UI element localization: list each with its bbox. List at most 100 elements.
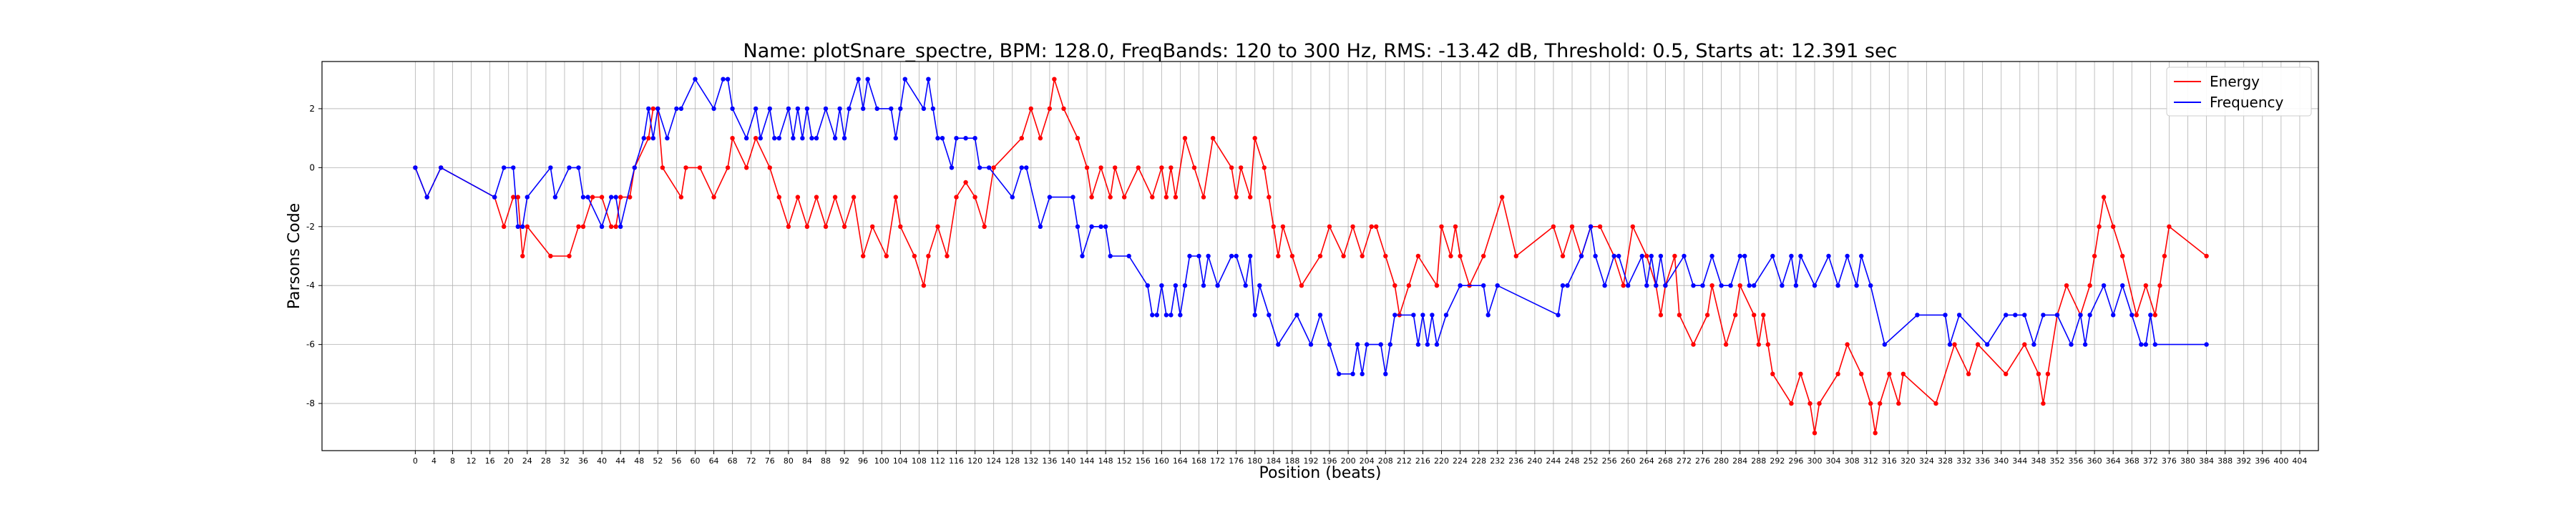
x-tick-label: 404	[2292, 456, 2307, 466]
data-point	[1327, 224, 1332, 229]
data-point	[1271, 224, 1277, 229]
data-point	[1621, 283, 1626, 288]
x-tick-label: 56	[671, 456, 681, 466]
data-point	[1975, 342, 1981, 347]
data-point	[1075, 136, 1080, 141]
data-point	[697, 165, 703, 170]
data-point	[1709, 253, 1714, 259]
data-point	[2111, 224, 2116, 229]
x-tick-label: 396	[2255, 456, 2270, 466]
data-point	[660, 165, 665, 170]
x-tick-label: 228	[1471, 456, 1486, 466]
data-point	[1780, 283, 1785, 288]
data-point	[1047, 195, 1053, 200]
data-point	[1873, 431, 1878, 436]
data-point	[1196, 253, 1201, 259]
x-tick-label: 16	[485, 456, 495, 466]
data-point	[1672, 253, 1677, 259]
x-tick-label: 276	[1695, 456, 1710, 466]
data-point	[613, 195, 618, 200]
series-layer	[413, 77, 2209, 436]
x-tick-label: 220	[1434, 456, 1449, 466]
data-point	[1355, 342, 1360, 347]
x-tick-label: 336	[1975, 456, 1990, 466]
data-point	[1215, 283, 1220, 288]
data-point	[870, 224, 875, 229]
data-point	[1765, 342, 1770, 347]
data-point	[987, 165, 992, 170]
data-point	[1145, 283, 1151, 288]
data-point	[567, 165, 572, 170]
y-tick-label: -6	[306, 340, 315, 350]
data-point	[2082, 342, 2088, 347]
x-tick-label: 316	[1882, 456, 1897, 466]
x-tick-label: 76	[765, 456, 775, 466]
data-point	[744, 136, 749, 141]
x-tick-label: 248	[1565, 456, 1580, 466]
x-tick-label: 224	[1453, 456, 1468, 466]
data-point	[1434, 283, 1440, 288]
data-point	[730, 106, 735, 112]
data-point	[935, 224, 940, 229]
data-point	[2069, 342, 2074, 347]
data-point	[1070, 195, 1075, 200]
data-point	[1826, 253, 1831, 259]
data-point	[1915, 313, 1920, 318]
data-point	[1565, 283, 1570, 288]
data-point	[851, 195, 857, 200]
data-point	[1458, 283, 1463, 288]
data-point	[1569, 224, 1575, 229]
data-point	[1560, 283, 1566, 288]
data-point	[1061, 106, 1066, 112]
x-tick-label: 8	[450, 456, 455, 466]
data-point	[580, 195, 586, 200]
data-point	[972, 195, 977, 200]
data-point	[804, 224, 810, 229]
data-point	[1835, 283, 1840, 288]
x-tick-label: 392	[2236, 456, 2251, 466]
x-tick-label: 64	[709, 456, 719, 466]
legend: Energy Frequency	[2166, 67, 2312, 117]
data-point	[1262, 165, 1267, 170]
data-point	[525, 224, 530, 229]
y-tick-label: -2	[306, 222, 315, 232]
x-tick-label: 160	[1154, 456, 1169, 466]
x-tick-label: 284	[1732, 456, 1747, 466]
legend-label: Frequency	[2210, 94, 2283, 111]
data-point	[963, 180, 968, 185]
data-point	[841, 224, 847, 229]
data-point	[1276, 342, 1281, 347]
data-point	[1187, 253, 1192, 259]
data-point	[2111, 313, 2116, 318]
chart-title: Name: plotSnare_spectre, BPM: 128.0, Fre…	[743, 40, 1898, 62]
data-point	[1882, 342, 1887, 347]
data-point	[2004, 371, 2009, 376]
x-tick-label: 0	[413, 456, 418, 466]
data-point	[674, 106, 679, 112]
data-point	[1709, 283, 1714, 288]
data-point	[1560, 253, 1566, 259]
data-point	[1089, 195, 1094, 200]
data-point	[502, 165, 507, 170]
axis-ticks: 0 4 8 12 16 20 24 28 32 36 40 44 48 52 56 60 64 68 72 76 80 8…	[306, 104, 2307, 466]
data-point	[1430, 313, 1435, 318]
data-point	[1658, 253, 1664, 259]
data-point	[525, 195, 530, 200]
data-point	[902, 77, 908, 82]
data-point	[1639, 253, 1644, 259]
data-point	[1136, 165, 1141, 170]
data-point	[2041, 313, 2046, 318]
data-point	[628, 195, 633, 200]
data-point	[898, 106, 903, 112]
data-point	[1691, 283, 1696, 288]
x-tick-label: 324	[1919, 456, 1934, 466]
x-tick-label: 400	[2273, 456, 2288, 466]
x-tick-label: 328	[1938, 456, 1953, 466]
x-tick-label: 60	[690, 456, 700, 466]
data-point	[1308, 342, 1314, 347]
data-point	[1682, 253, 1687, 259]
x-tick-label: 108	[912, 456, 927, 466]
data-point	[1556, 313, 1561, 318]
data-point	[1943, 313, 1948, 318]
data-point	[856, 77, 861, 82]
